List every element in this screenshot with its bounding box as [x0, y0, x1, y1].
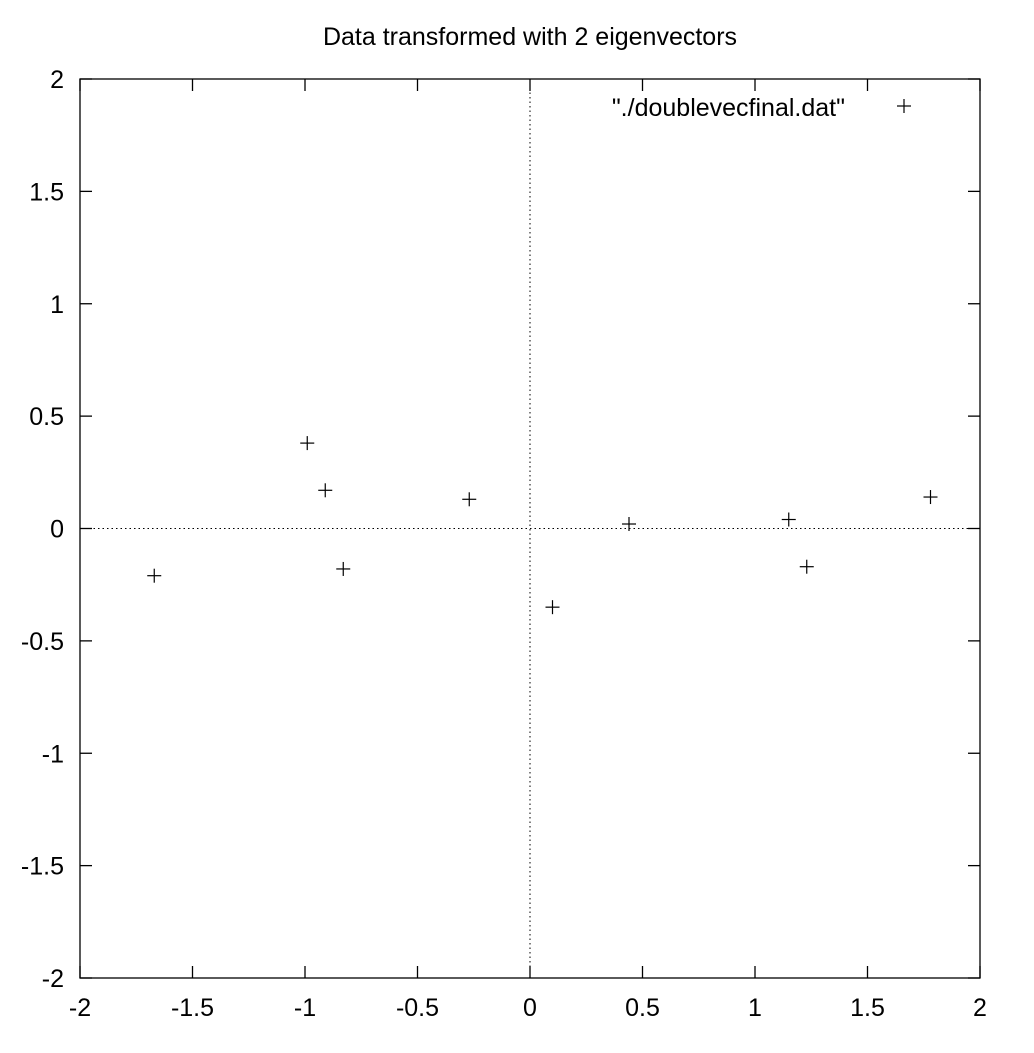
x-tick-label: 1 [748, 994, 762, 1022]
legend-plus-marker [897, 99, 911, 113]
x-tick-label: -1.5 [171, 994, 214, 1022]
data-point [336, 561, 351, 576]
y-tick-label: 2 [50, 66, 64, 94]
legend-marker-plus [897, 99, 911, 113]
x-tick-label: 0.5 [625, 994, 660, 1022]
chart-title: Data transformed with 2 eigenvectors [323, 23, 737, 51]
data-point [923, 490, 938, 505]
data-point [781, 512, 796, 527]
y-tick-label: -0.5 [21, 628, 64, 656]
x-tick-label: -2 [69, 994, 91, 1022]
y-tick-label: 1 [50, 291, 64, 319]
data-point [462, 492, 477, 507]
y-tick-label: 0.5 [29, 403, 64, 431]
data-point [147, 568, 162, 583]
x-axis-tick-labels: -2 -1.5 -1 -0.5 0 0.5 1 1.5 2 [69, 994, 987, 1022]
data-point [300, 436, 315, 451]
data-point [318, 483, 333, 498]
axis-ticks [79, 78, 981, 979]
y-tick-label: 0 [50, 516, 64, 544]
legend-label: "./doublevecfinal.dat" [612, 94, 845, 122]
legend: "./doublevecfinal.dat" [612, 94, 911, 122]
y-tick-label: -1.5 [21, 853, 64, 881]
y-tick-label: -2 [42, 965, 64, 993]
y-tick-label: 1.5 [29, 178, 64, 206]
x-tick-label: -0.5 [396, 994, 439, 1022]
data-point [799, 559, 814, 574]
zero-axes [80, 79, 980, 978]
data-point [545, 600, 560, 615]
y-tick-label: -1 [42, 740, 64, 768]
x-tick-label: 2 [973, 994, 987, 1022]
x-tick-label: 1.5 [850, 994, 885, 1022]
x-tick-label: 0 [523, 994, 537, 1022]
y-axis-tick-labels: -2 -1.5 -1 -0.5 0 0.5 1 1.5 2 [21, 66, 64, 993]
x-tick-label: -1 [294, 994, 316, 1022]
data-point [622, 517, 636, 532]
data-points [147, 436, 938, 615]
